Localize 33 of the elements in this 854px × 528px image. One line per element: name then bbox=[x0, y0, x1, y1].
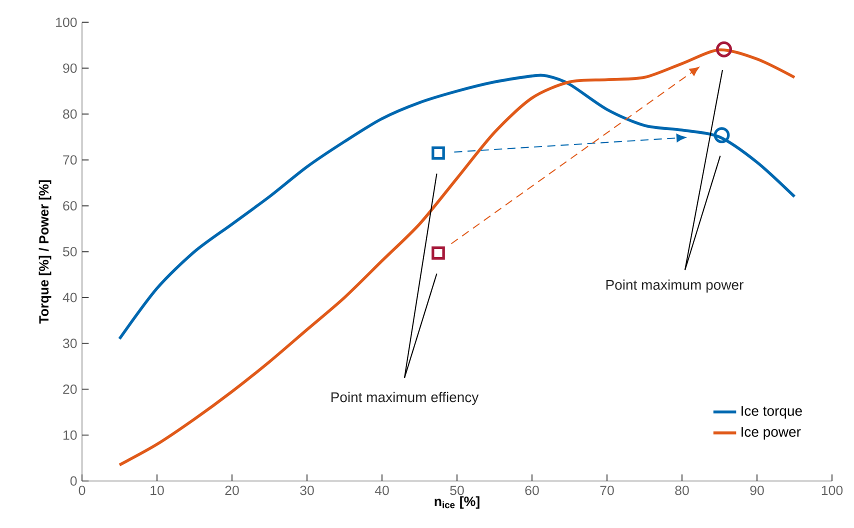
annotation: Point maximum power bbox=[606, 280, 744, 293]
annotation: Point maximum effiency bbox=[331, 392, 479, 405]
x-tick-label: 50 bbox=[450, 486, 464, 496]
x-tick-label: 60 bbox=[525, 486, 539, 496]
x-tick-label: 30 bbox=[300, 486, 314, 496]
y-tick-label: 80 bbox=[63, 109, 77, 119]
y-axis-title: Torque [%] / Power [%] bbox=[38, 180, 52, 324]
y-tick-label: 10 bbox=[63, 430, 77, 440]
y-tick-label: 30 bbox=[62, 338, 77, 348]
point bbox=[716, 41, 732, 58]
y-tick-label: 20 bbox=[63, 384, 77, 394]
y-tick-label: 100 bbox=[56, 18, 77, 28]
x-axis-title: n$_{ice}$ [%] bbox=[434, 496, 480, 509]
line-series bbox=[118, 74, 796, 340]
y-tick-label: 50 bbox=[63, 246, 77, 256]
y-tick-label: 60 bbox=[63, 201, 77, 211]
legend-label: Ice torque bbox=[742, 406, 802, 419]
x-tick-label: 10 bbox=[150, 486, 164, 496]
legend-label: Ice power bbox=[742, 427, 801, 440]
point bbox=[432, 146, 445, 160]
x-tick-label: 100 bbox=[822, 486, 843, 496]
x-tick-label: 0 bbox=[78, 486, 86, 496]
point bbox=[432, 246, 445, 260]
point bbox=[714, 127, 730, 144]
x-tick-label: 90 bbox=[750, 486, 764, 496]
x-tick-label: 70 bbox=[600, 486, 614, 496]
y-tick-label: 90 bbox=[63, 63, 77, 73]
y-tick-label: 0 bbox=[70, 476, 77, 486]
y-tick-label: 40 bbox=[62, 292, 77, 302]
y-tick-label: 70 bbox=[63, 155, 77, 165]
x-tick-label: 80 bbox=[675, 486, 689, 496]
x-tick-label: 40 bbox=[374, 486, 389, 496]
x-tick-label: 20 bbox=[225, 486, 239, 496]
